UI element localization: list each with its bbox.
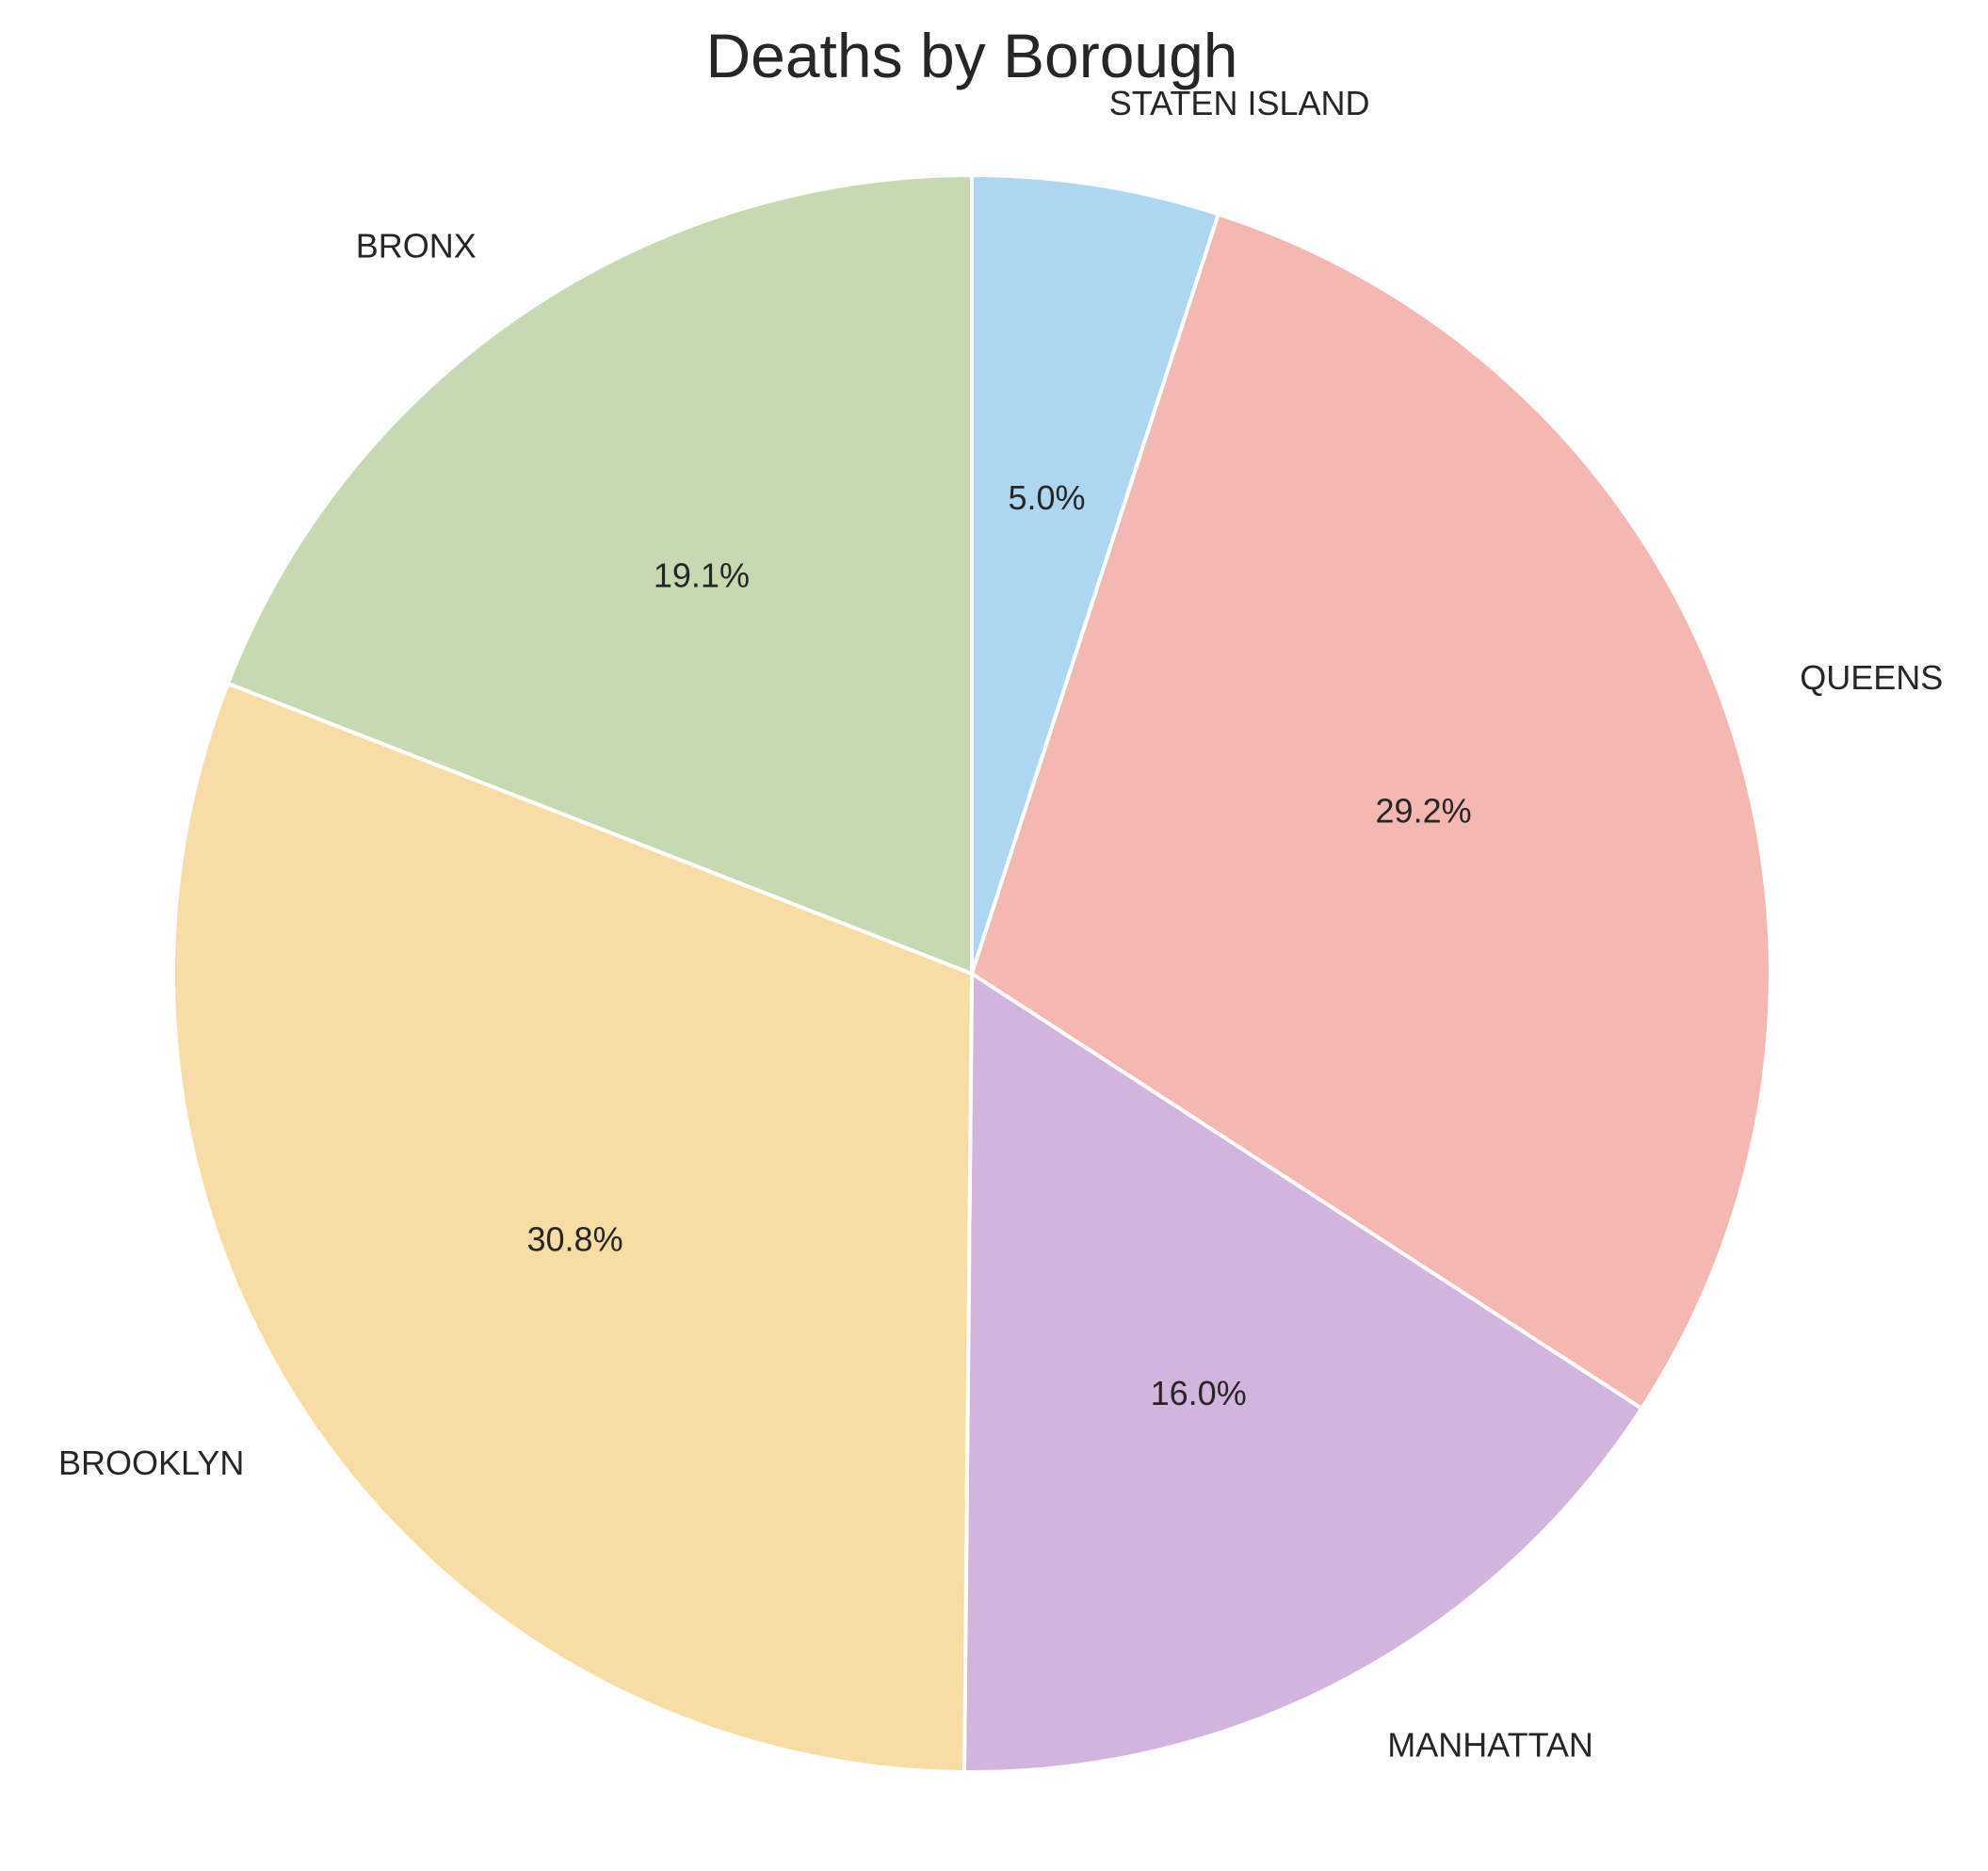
slice-percent-staten-island: 5.0% [1008, 478, 1085, 517]
pie-slices [171, 172, 1772, 1774]
slice-percent-manhattan: 16.0% [1151, 1374, 1247, 1412]
slice-percent-bronx: 19.1% [654, 556, 750, 594]
pie-slice-manhattan [962, 970, 1644, 1774]
slice-label-brooklyn: BROOKLYN [58, 1444, 244, 1482]
slice-label-manhattan: MANHATTAN [1387, 1725, 1593, 1764]
slice-percent-brooklyn: 30.8% [527, 1220, 623, 1259]
slice-label-staten-island: STATEN ISLAND [1109, 84, 1370, 122]
slice-label-bronx: BRONX [356, 226, 477, 265]
pie-slice-bronx [225, 172, 974, 976]
pie-slice-brooklyn [171, 681, 975, 1774]
chart-title: Deaths by Borough [705, 21, 1237, 90]
pie-labels: STATEN ISLAND 5.0% QUEENS 29.2% MANHATTAN 16.… [58, 84, 1943, 1764]
pie-slice-queens [969, 211, 1772, 1411]
slice-label-queens: QUEENS [1800, 658, 1943, 697]
pie-slice-staten-island [970, 172, 1221, 975]
slice-percent-queens: 29.2% [1376, 792, 1472, 831]
